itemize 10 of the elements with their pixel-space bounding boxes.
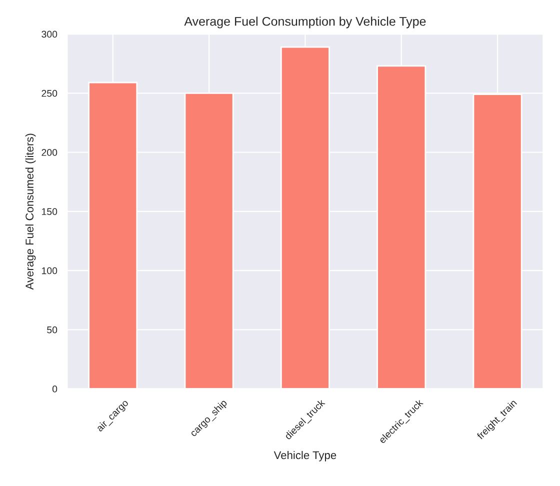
chart-title: Average Fuel Consumption by Vehicle Type — [184, 16, 426, 28]
x-axis-title: Vehicle Type — [274, 450, 336, 462]
y-tick-label: 150 — [42, 208, 58, 216]
y-axis-title: Average Fuel Consumed (liters) — [25, 134, 36, 290]
y-tick-label: 300 — [42, 30, 58, 38]
y-tick-label: 200 — [42, 149, 58, 156]
y-tick-label: 0 — [52, 386, 58, 392]
y-tick-label: 100 — [42, 267, 58, 274]
y-tick-label: 250 — [42, 90, 58, 97]
y-tick-label: 50 — [47, 326, 58, 334]
